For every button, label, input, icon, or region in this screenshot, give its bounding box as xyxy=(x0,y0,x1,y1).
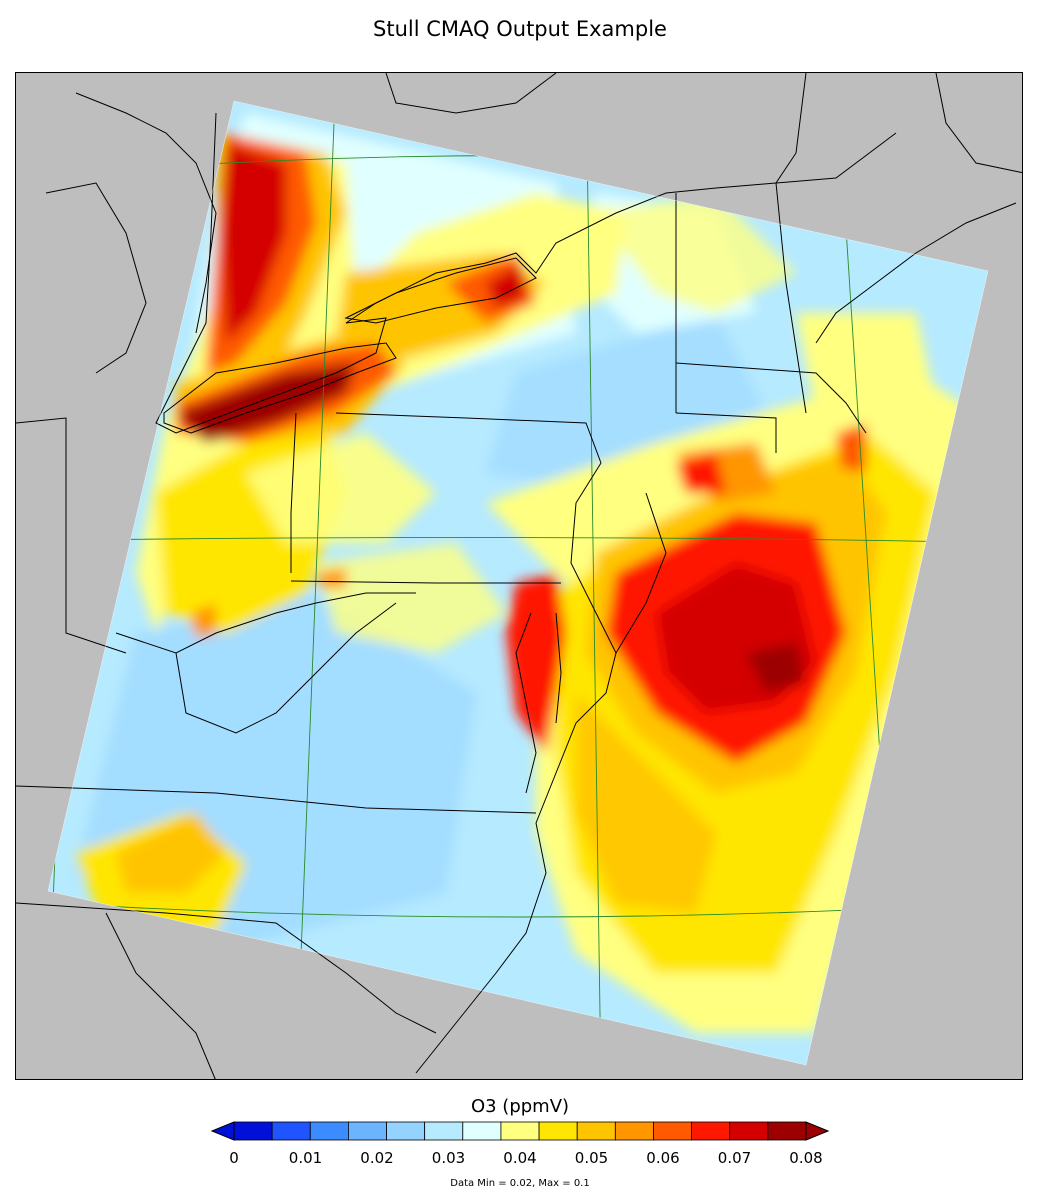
colorbar-swatch xyxy=(309,1121,349,1141)
colorbar-tick-label: 0.06 xyxy=(646,1149,679,1167)
colorbar-tick-label: 0.04 xyxy=(503,1149,536,1167)
map-frame xyxy=(15,72,1023,1080)
colorbar: 0 0.01 0.02 0.03 0.04 0.05 0.06 0.07 0.08 xyxy=(210,1121,830,1167)
chart-title: Stull CMAQ Output Example xyxy=(373,17,667,41)
colorbar-swatch xyxy=(462,1121,502,1141)
colorbar-swatch xyxy=(424,1121,464,1141)
colorbar-tick-label: 0.07 xyxy=(718,1149,751,1167)
colorbar-tick-label: 0.08 xyxy=(789,1149,822,1167)
colorbar-swatch xyxy=(767,1121,807,1141)
colorbar-swatch xyxy=(386,1121,426,1141)
colorbar-swatches xyxy=(233,1121,807,1141)
colorbar-tick-label: 0 xyxy=(229,1149,239,1167)
colorbar-swatch xyxy=(500,1121,540,1141)
colorbar-swatch xyxy=(691,1121,731,1141)
colorbar-swatch xyxy=(271,1121,311,1141)
colorbar-swatch xyxy=(538,1121,578,1141)
colorbar-tick-label: 0.05 xyxy=(575,1149,608,1167)
colorbar-under-arrow xyxy=(210,1121,235,1141)
colorbar-tick-label: 0.02 xyxy=(360,1149,393,1167)
political-boundaries xyxy=(16,73,1022,1079)
colorbar-tick-label: 0.01 xyxy=(289,1149,322,1167)
colorbar-swatch xyxy=(576,1121,616,1141)
colorbar-swatch xyxy=(614,1121,654,1141)
colorbar-over-arrow xyxy=(805,1121,830,1141)
colorbar-swatch xyxy=(233,1121,273,1141)
colorbar-tick-labels: 0 0.01 0.02 0.03 0.04 0.05 0.06 0.07 0.08 xyxy=(229,1149,822,1167)
colorbar-title: O3 (ppmV) xyxy=(470,1096,570,1117)
map-canvas xyxy=(16,73,1022,1079)
colorbar-swatch xyxy=(729,1121,769,1141)
colorbar-tick-label: 0.03 xyxy=(432,1149,465,1167)
colorbar-swatch xyxy=(347,1121,387,1141)
data-range-note: Data Min = 0.02, Max = 0.1 xyxy=(450,1178,590,1189)
colorbar-swatch xyxy=(653,1121,693,1141)
